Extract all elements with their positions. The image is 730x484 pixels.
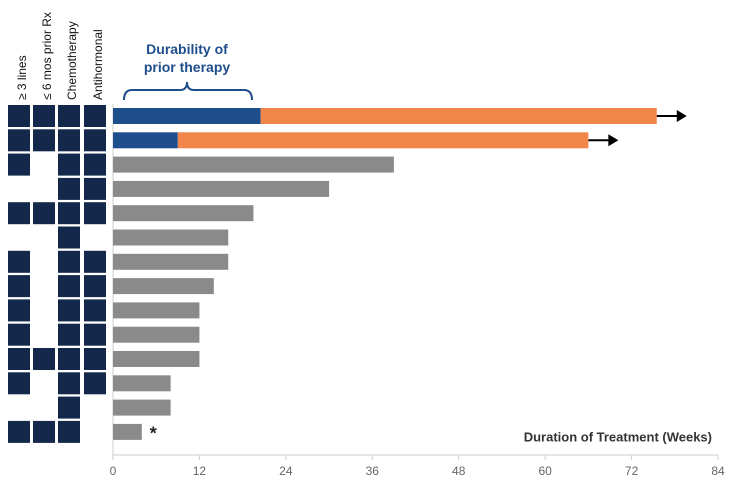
criteria-cell bbox=[33, 348, 55, 370]
bracket bbox=[123, 81, 253, 101]
criteria-cell bbox=[84, 323, 106, 346]
criteria-cell bbox=[84, 348, 106, 370]
criteria-cell bbox=[8, 250, 30, 273]
x-tick-label: 24 bbox=[279, 464, 293, 478]
criteria-cell bbox=[8, 372, 30, 395]
bar-segment bbox=[113, 180, 330, 197]
column-header: Antihormonal bbox=[91, 29, 105, 100]
row-marker: * bbox=[150, 424, 157, 444]
criteria-cell bbox=[33, 105, 55, 127]
criteria-cell bbox=[84, 202, 106, 225]
x-tick-label: 48 bbox=[452, 464, 466, 478]
criteria-cell bbox=[8, 129, 30, 152]
bar-segment bbox=[113, 351, 200, 367]
criteria-cell bbox=[8, 153, 30, 176]
bar-segment bbox=[113, 205, 254, 222]
criteria-cell bbox=[84, 129, 106, 152]
annotation: Durability of prior therapy bbox=[144, 41, 231, 75]
arrow-head bbox=[608, 134, 619, 147]
criteria-cell bbox=[58, 177, 80, 200]
bar-segment bbox=[260, 108, 657, 124]
criteria-cell bbox=[84, 250, 106, 273]
criteria-cell bbox=[8, 348, 30, 370]
criteria-cell bbox=[58, 129, 80, 152]
column-header: Chemotherapy bbox=[65, 21, 79, 100]
arrow-head bbox=[676, 110, 687, 122]
bar-segment bbox=[113, 375, 171, 392]
bar-segment bbox=[113, 156, 394, 173]
criteria-cell bbox=[8, 299, 30, 322]
criteria-cell bbox=[84, 275, 106, 298]
criteria-cell bbox=[58, 153, 80, 176]
bar-segment bbox=[113, 253, 229, 270]
criteria-cell bbox=[8, 275, 30, 298]
bar-segment bbox=[113, 326, 200, 343]
criteria-cell bbox=[58, 420, 80, 443]
bar-segment bbox=[113, 132, 178, 149]
x-tick-label: 0 bbox=[110, 464, 117, 478]
criteria-cell bbox=[33, 202, 55, 225]
criteria-cell bbox=[58, 275, 80, 298]
x-tick-label: 84 bbox=[711, 464, 725, 478]
criteria-cell bbox=[8, 202, 30, 225]
x-tick-label: 36 bbox=[366, 464, 380, 478]
bar-segment bbox=[177, 132, 589, 149]
criteria-cell bbox=[84, 299, 106, 322]
criteria-cell bbox=[84, 105, 106, 127]
bar-segment bbox=[113, 423, 142, 440]
criteria-cell bbox=[84, 372, 106, 395]
criteria-cell bbox=[8, 105, 30, 127]
criteria-cell bbox=[84, 177, 106, 200]
bar-segment bbox=[113, 229, 229, 246]
criteria-cell bbox=[58, 226, 80, 249]
criteria-cell bbox=[58, 372, 80, 395]
bar-segment bbox=[113, 108, 261, 124]
x-tick-label: 72 bbox=[625, 464, 639, 478]
column-header: ≥ 3 lines bbox=[15, 55, 29, 100]
x-axis-label: Duration of Treatment (Weeks) bbox=[524, 429, 712, 444]
criteria-cell bbox=[84, 153, 106, 176]
criteria-cell bbox=[8, 420, 30, 443]
criteria-cell bbox=[33, 420, 55, 443]
criteria-cell bbox=[33, 129, 55, 152]
bar-segment bbox=[113, 278, 214, 295]
x-tick-label: 60 bbox=[538, 464, 552, 478]
criteria-cell bbox=[58, 323, 80, 346]
criteria-cell bbox=[58, 396, 80, 419]
bar-segment bbox=[113, 399, 171, 416]
criteria-cell bbox=[58, 348, 80, 370]
criteria-cell bbox=[58, 299, 80, 322]
criteria-cell bbox=[58, 250, 80, 273]
criteria-cell bbox=[8, 323, 30, 346]
criteria-cell bbox=[58, 202, 80, 225]
criteria-cell bbox=[58, 105, 80, 127]
bar-segment bbox=[113, 302, 200, 319]
column-header: ≤ 6 mos prior Rx bbox=[40, 12, 54, 100]
x-tick-label: 12 bbox=[193, 464, 207, 478]
